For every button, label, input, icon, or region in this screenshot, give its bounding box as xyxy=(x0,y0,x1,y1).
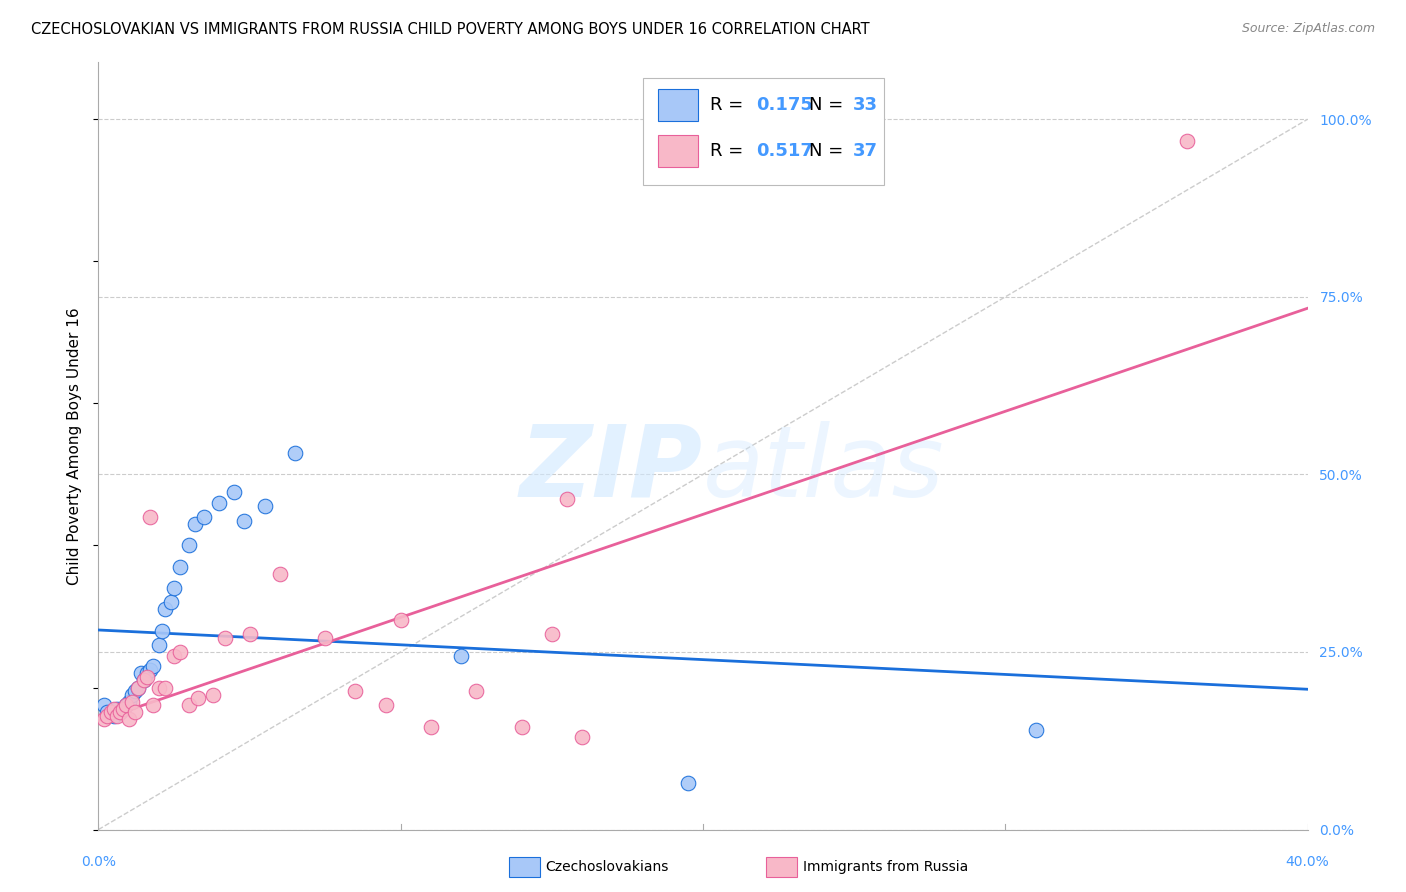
Text: CZECHOSLOVAKIAN VS IMMIGRANTS FROM RUSSIA CHILD POVERTY AMONG BOYS UNDER 16 CORR: CZECHOSLOVAKIAN VS IMMIGRANTS FROM RUSSI… xyxy=(31,22,869,37)
Point xyxy=(184,517,207,532)
Point xyxy=(148,681,170,695)
Point xyxy=(142,659,165,673)
Point xyxy=(124,684,146,698)
Point xyxy=(127,681,149,695)
Point xyxy=(108,706,131,720)
Point xyxy=(96,709,118,723)
Point xyxy=(96,706,118,720)
Point xyxy=(232,514,254,528)
Point xyxy=(111,702,134,716)
Point xyxy=(224,485,246,500)
Point xyxy=(510,720,533,734)
Text: ZIP: ZIP xyxy=(520,420,703,517)
Point xyxy=(389,613,412,627)
Point xyxy=(179,538,201,552)
Point xyxy=(555,492,578,507)
Text: R =: R = xyxy=(710,142,749,160)
Point xyxy=(93,698,115,713)
Point xyxy=(153,602,176,616)
Y-axis label: Child Poverty Among Boys Under 16: Child Poverty Among Boys Under 16 xyxy=(67,307,83,585)
Point xyxy=(153,681,176,695)
Point xyxy=(344,684,367,698)
Text: Immigrants from Russia: Immigrants from Russia xyxy=(803,860,969,874)
Point xyxy=(450,648,472,663)
Point xyxy=(169,559,191,574)
Point xyxy=(132,673,155,688)
Point xyxy=(1175,134,1198,148)
Point xyxy=(150,624,173,638)
Point xyxy=(540,627,562,641)
Point xyxy=(676,776,699,790)
Point xyxy=(193,510,215,524)
Point xyxy=(214,631,236,645)
Point xyxy=(269,566,291,581)
Point xyxy=(163,648,186,663)
Point xyxy=(103,702,125,716)
FancyBboxPatch shape xyxy=(643,78,884,186)
Point xyxy=(169,645,191,659)
Point xyxy=(208,496,231,510)
Point xyxy=(105,702,128,716)
Point xyxy=(111,702,134,716)
Point xyxy=(374,698,396,713)
Text: 37: 37 xyxy=(853,142,877,160)
Point xyxy=(1024,723,1046,738)
Point xyxy=(93,713,115,727)
Point xyxy=(253,500,276,514)
Text: 0.0%: 0.0% xyxy=(82,855,115,869)
Point xyxy=(284,446,307,460)
Point xyxy=(571,730,593,744)
Point xyxy=(103,709,125,723)
Point xyxy=(127,681,149,695)
Point xyxy=(118,713,141,727)
Point xyxy=(187,691,209,706)
Point xyxy=(135,666,157,681)
Point xyxy=(142,698,165,713)
Text: 0.175: 0.175 xyxy=(756,95,813,113)
Point xyxy=(420,720,443,734)
Point xyxy=(105,709,128,723)
Point xyxy=(148,638,170,652)
Point xyxy=(135,670,157,684)
Point xyxy=(108,706,131,720)
Point xyxy=(121,688,143,702)
Text: Czechoslovakians: Czechoslovakians xyxy=(546,860,669,874)
Point xyxy=(129,666,152,681)
Point xyxy=(239,627,262,641)
Text: 0.517: 0.517 xyxy=(756,142,813,160)
FancyBboxPatch shape xyxy=(658,135,699,167)
Point xyxy=(139,663,162,677)
Point xyxy=(121,695,143,709)
Point xyxy=(465,684,488,698)
Point xyxy=(132,673,155,688)
Text: 33: 33 xyxy=(853,95,877,113)
Point xyxy=(314,631,336,645)
Text: R =: R = xyxy=(710,95,749,113)
Text: N =: N = xyxy=(810,95,849,113)
Point xyxy=(124,706,146,720)
Point xyxy=(179,698,201,713)
Text: Source: ZipAtlas.com: Source: ZipAtlas.com xyxy=(1241,22,1375,36)
Text: 40.0%: 40.0% xyxy=(1285,855,1330,869)
Point xyxy=(163,581,186,595)
Point xyxy=(114,698,136,713)
Point xyxy=(160,595,183,609)
Point xyxy=(118,695,141,709)
Point xyxy=(114,698,136,713)
Text: N =: N = xyxy=(810,142,849,160)
Point xyxy=(100,706,122,720)
Point xyxy=(202,688,225,702)
FancyBboxPatch shape xyxy=(658,88,699,120)
Text: atlas: atlas xyxy=(703,420,945,517)
Point xyxy=(139,510,162,524)
